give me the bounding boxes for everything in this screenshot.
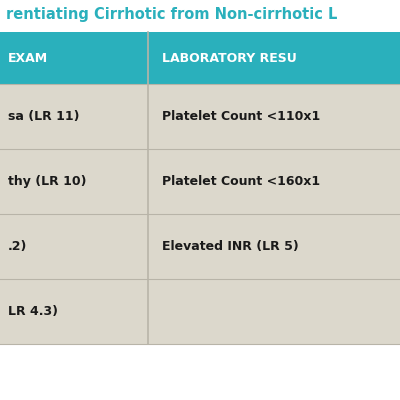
Text: rentiating Cirrhotic from Non-cirrhotic L: rentiating Cirrhotic from Non-cirrhotic … xyxy=(6,7,337,22)
Bar xyxy=(0,279,400,344)
Text: LABORATORY RESU: LABORATORY RESU xyxy=(162,52,297,64)
Bar xyxy=(0,32,400,84)
Text: thy (LR 10): thy (LR 10) xyxy=(8,175,86,188)
Bar xyxy=(0,214,400,279)
Text: EXAM: EXAM xyxy=(8,52,48,64)
Bar xyxy=(0,149,400,214)
Bar xyxy=(0,84,400,149)
Text: Elevated INR (LR 5): Elevated INR (LR 5) xyxy=(162,240,299,253)
Text: LR 4.3): LR 4.3) xyxy=(8,305,58,318)
Text: Platelet Count <160x1: Platelet Count <160x1 xyxy=(162,175,320,188)
Text: sa (LR 11): sa (LR 11) xyxy=(8,110,80,123)
Text: .2): .2) xyxy=(8,240,27,253)
Text: Platelet Count <110x1: Platelet Count <110x1 xyxy=(162,110,320,123)
